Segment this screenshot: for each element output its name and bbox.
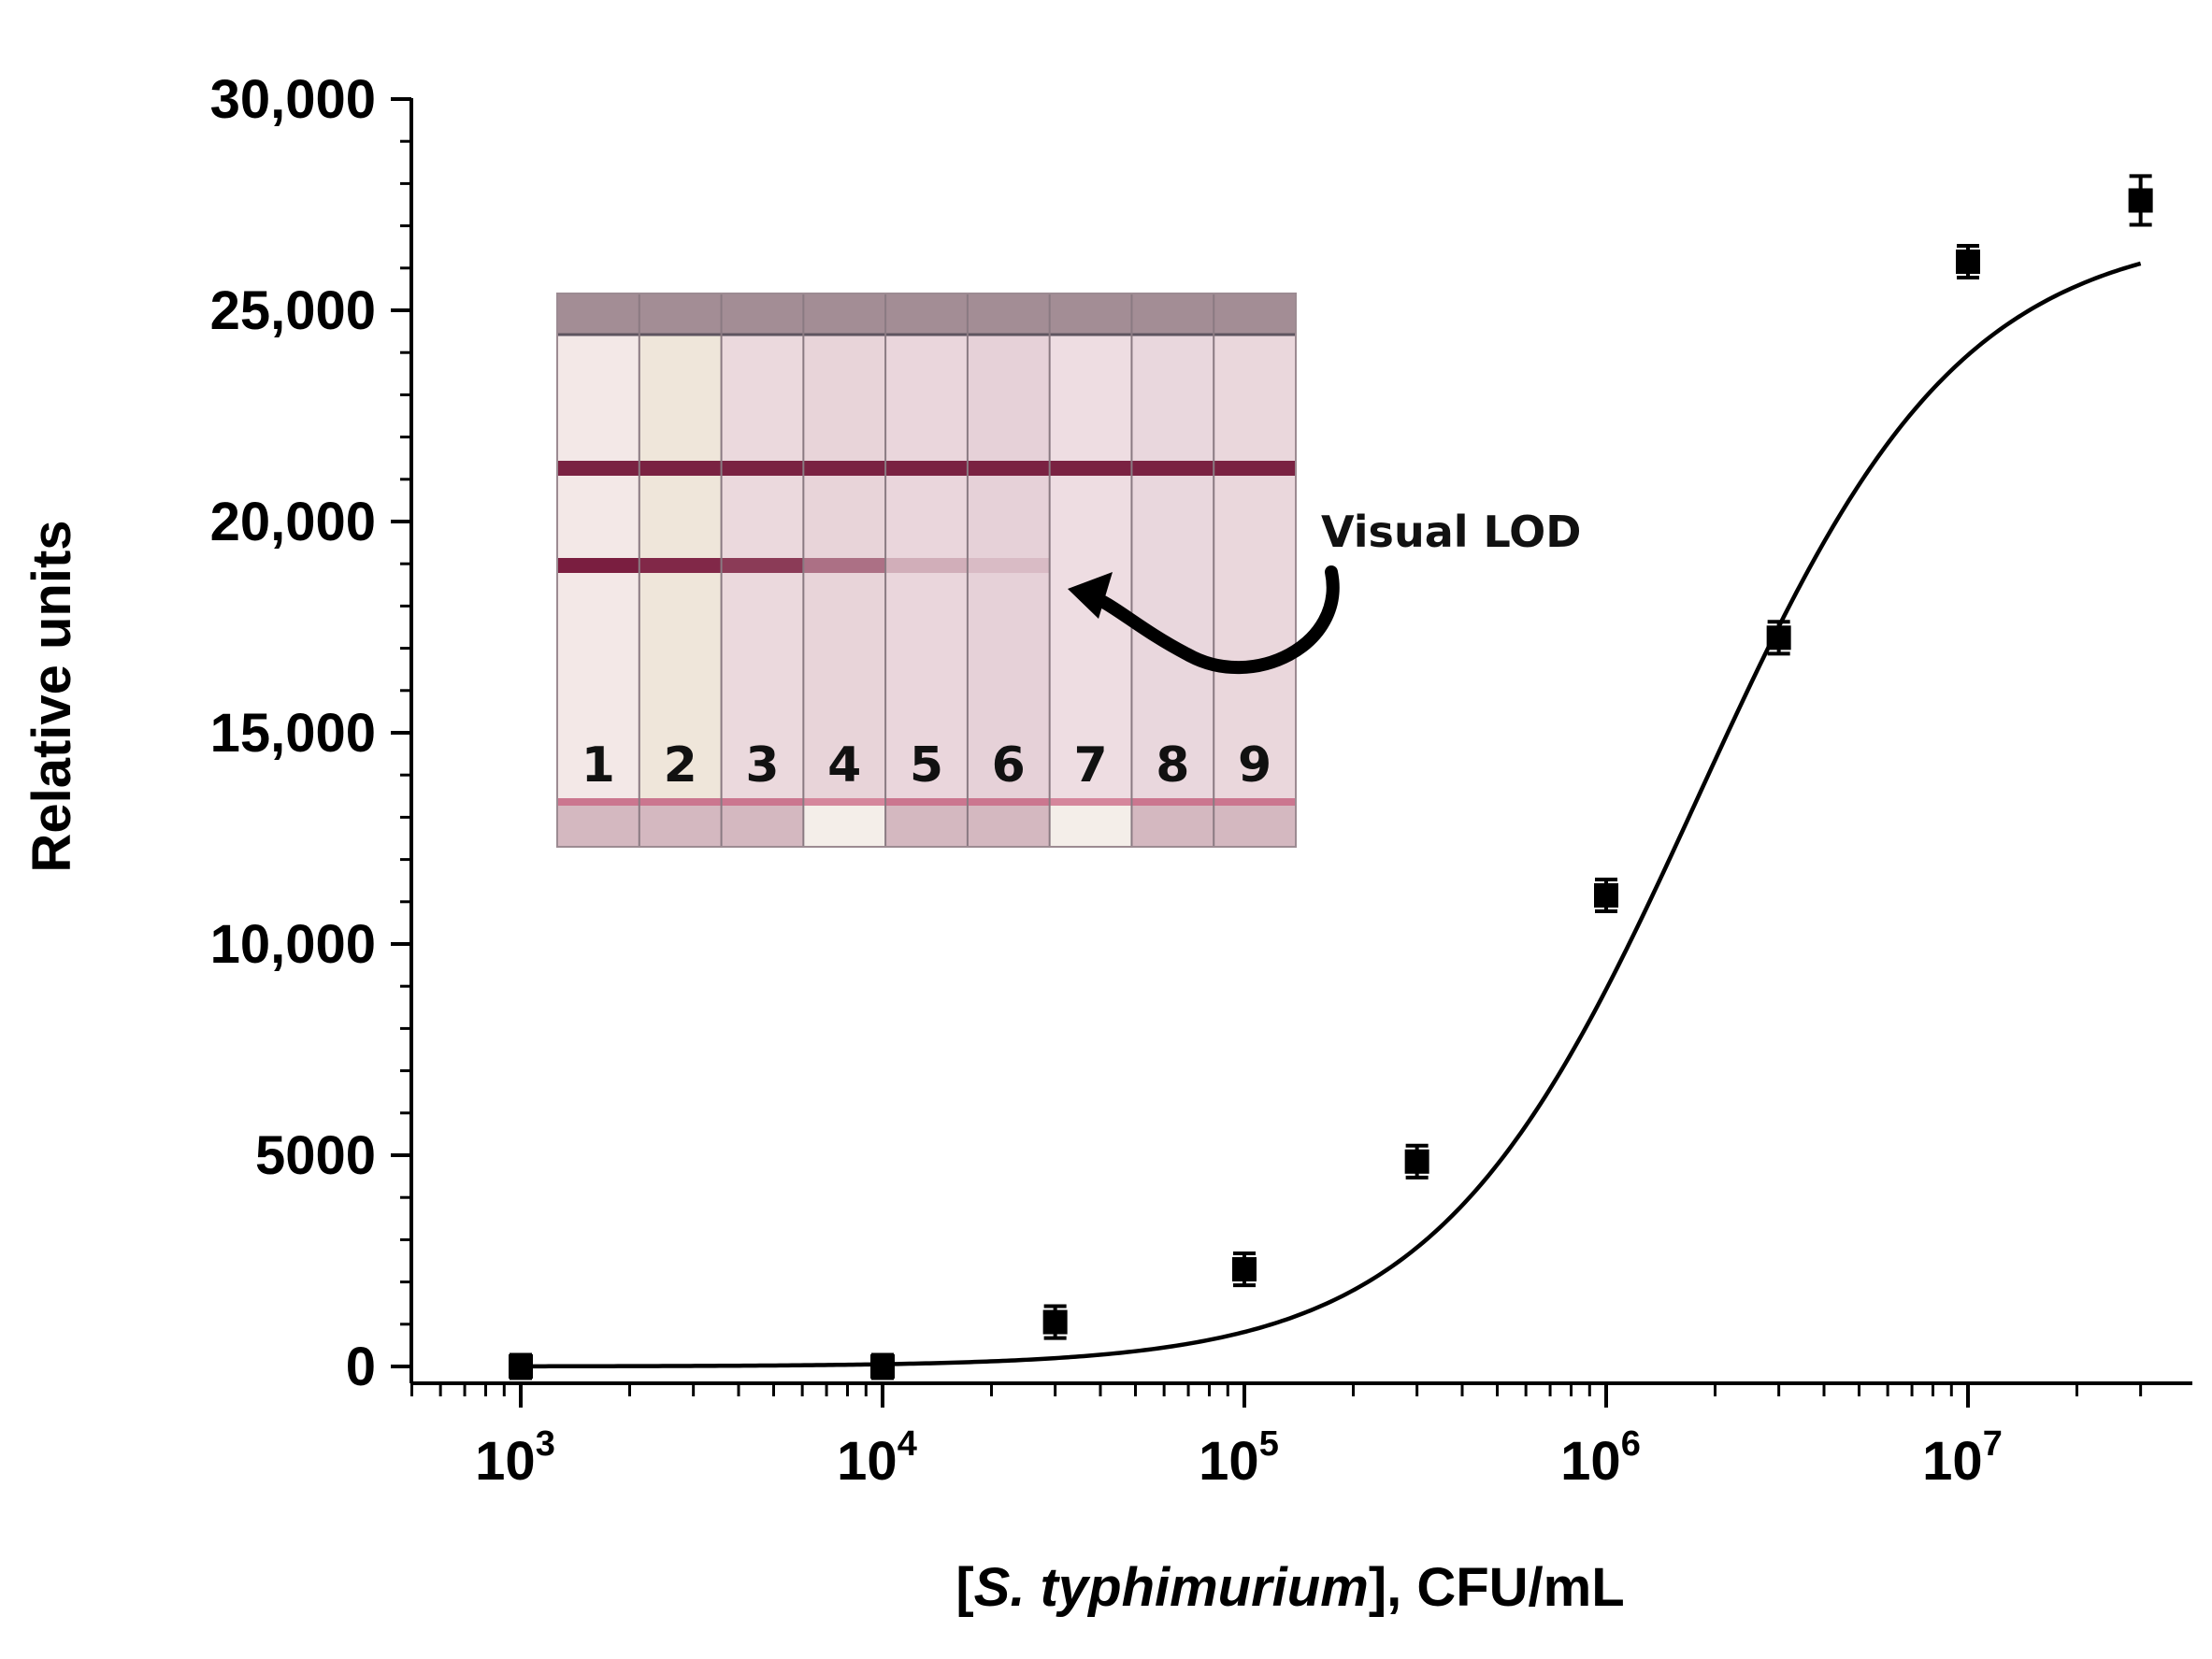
data-point bbox=[1766, 625, 1791, 651]
strip-pad bbox=[1214, 798, 1296, 847]
test-line bbox=[885, 558, 968, 573]
strip-pad bbox=[967, 798, 1050, 847]
data-point bbox=[1594, 883, 1618, 908]
strip-pad bbox=[1049, 798, 1132, 847]
x-axis-title-prefix: [ bbox=[955, 1557, 973, 1618]
test-line bbox=[967, 558, 1050, 573]
control-line bbox=[639, 461, 722, 476]
control-line bbox=[885, 461, 968, 476]
test-line bbox=[803, 558, 886, 573]
data-point bbox=[870, 1354, 895, 1379]
test-line bbox=[721, 558, 804, 573]
x-axis-title: [S. typhimurium], CFU/mL bbox=[955, 1557, 1624, 1618]
strip-top-band bbox=[803, 293, 886, 335]
control-line bbox=[803, 461, 886, 476]
test-strip bbox=[1049, 293, 1132, 847]
y-tick-label: 10,000 bbox=[210, 914, 376, 975]
x-tick-label: 103 bbox=[475, 1424, 555, 1492]
x-tick-label: 104 bbox=[837, 1424, 917, 1492]
data-point bbox=[1232, 1257, 1257, 1282]
strip-pad-edge bbox=[557, 798, 639, 806]
test-strip bbox=[1214, 293, 1296, 847]
strip-top-band bbox=[1049, 293, 1132, 335]
strip-pad-edge bbox=[1131, 798, 1214, 806]
x-axis-title-italic: S. typhimurium bbox=[974, 1557, 1369, 1618]
x-tick-label: 106 bbox=[1560, 1424, 1641, 1492]
y-tick-label: 0 bbox=[346, 1337, 376, 1397]
strip-number-label: 9 bbox=[1238, 737, 1271, 794]
test-line bbox=[639, 558, 722, 573]
strip-pad-edge bbox=[1214, 798, 1296, 806]
control-line bbox=[1214, 461, 1296, 476]
strip-pad-edge bbox=[639, 798, 722, 806]
x-tick-label: 105 bbox=[1199, 1424, 1279, 1492]
axes: 0 5000 10,000 15,000 20,000 25,000 30,000 103 10… bbox=[210, 69, 2192, 1492]
strip-top-band bbox=[1214, 293, 1296, 335]
y-tick-label: 20,000 bbox=[210, 492, 376, 552]
control-line bbox=[967, 461, 1050, 476]
data-point bbox=[1956, 250, 1980, 275]
strip-top-band bbox=[1131, 293, 1214, 335]
strip-pad bbox=[639, 798, 722, 847]
strip-number-label: 7 bbox=[1073, 737, 1107, 794]
strip-top-band bbox=[721, 293, 804, 335]
data-point bbox=[2128, 188, 2153, 213]
visual-lod-label: Visual LOD bbox=[1321, 507, 1581, 557]
data-point bbox=[509, 1354, 533, 1379]
data-point bbox=[1042, 1309, 1068, 1335]
data-point bbox=[1404, 1149, 1429, 1174]
control-line bbox=[1049, 461, 1132, 476]
strip-number-label: 2 bbox=[664, 737, 697, 794]
strip-top-band bbox=[557, 293, 639, 335]
strip-number-label: 1 bbox=[582, 737, 615, 794]
x-axis-title-suffix: ], CFU/mL bbox=[1369, 1557, 1625, 1618]
strip-pad bbox=[1131, 798, 1214, 847]
y-tick-label: 5000 bbox=[255, 1125, 376, 1186]
strip-number-label: 3 bbox=[745, 737, 779, 794]
strip-number-label: 5 bbox=[910, 737, 943, 794]
strip-pad bbox=[557, 798, 639, 847]
strip-pad-edge bbox=[885, 798, 968, 806]
strip-pad bbox=[803, 798, 886, 847]
strip-pad bbox=[721, 798, 804, 847]
y-tick-label: 25,000 bbox=[210, 280, 376, 341]
strip-top-band bbox=[885, 293, 968, 335]
control-line bbox=[557, 461, 639, 476]
test-strip bbox=[967, 293, 1050, 847]
y-axis-title: Relative units bbox=[22, 520, 82, 872]
plot-area bbox=[509, 174, 2153, 1380]
lod-arrow-curve bbox=[1089, 565, 1340, 675]
fit-curve bbox=[520, 261, 2142, 1369]
strip-pad-edge bbox=[721, 798, 804, 806]
strip-pad-edge bbox=[803, 798, 886, 806]
strip-top-band bbox=[639, 293, 722, 335]
strip-pad-edge bbox=[1049, 798, 1132, 806]
lod-arrow-head bbox=[1068, 572, 1113, 619]
x-tick-label: 107 bbox=[1922, 1424, 2003, 1492]
strip-pad-edge bbox=[967, 798, 1050, 806]
y-tick-label: 30,000 bbox=[210, 69, 376, 130]
inset-border bbox=[556, 293, 1297, 848]
strip-number-label: 8 bbox=[1156, 737, 1189, 794]
strip-pad bbox=[885, 798, 968, 847]
strip-top-band bbox=[967, 293, 1050, 335]
strip-number-label: 6 bbox=[992, 737, 1026, 794]
strip-number-label: 4 bbox=[827, 737, 861, 794]
control-line bbox=[721, 461, 804, 476]
strip-photo-inset: 1 2 3 4 5 6 7 8 9 Visual LOD bbox=[556, 293, 1581, 848]
control-line bbox=[1131, 461, 1214, 476]
test-line bbox=[557, 558, 639, 573]
test-strip bbox=[885, 293, 968, 847]
y-tick-label: 15,000 bbox=[210, 703, 376, 764]
test-strip bbox=[1131, 293, 1214, 847]
